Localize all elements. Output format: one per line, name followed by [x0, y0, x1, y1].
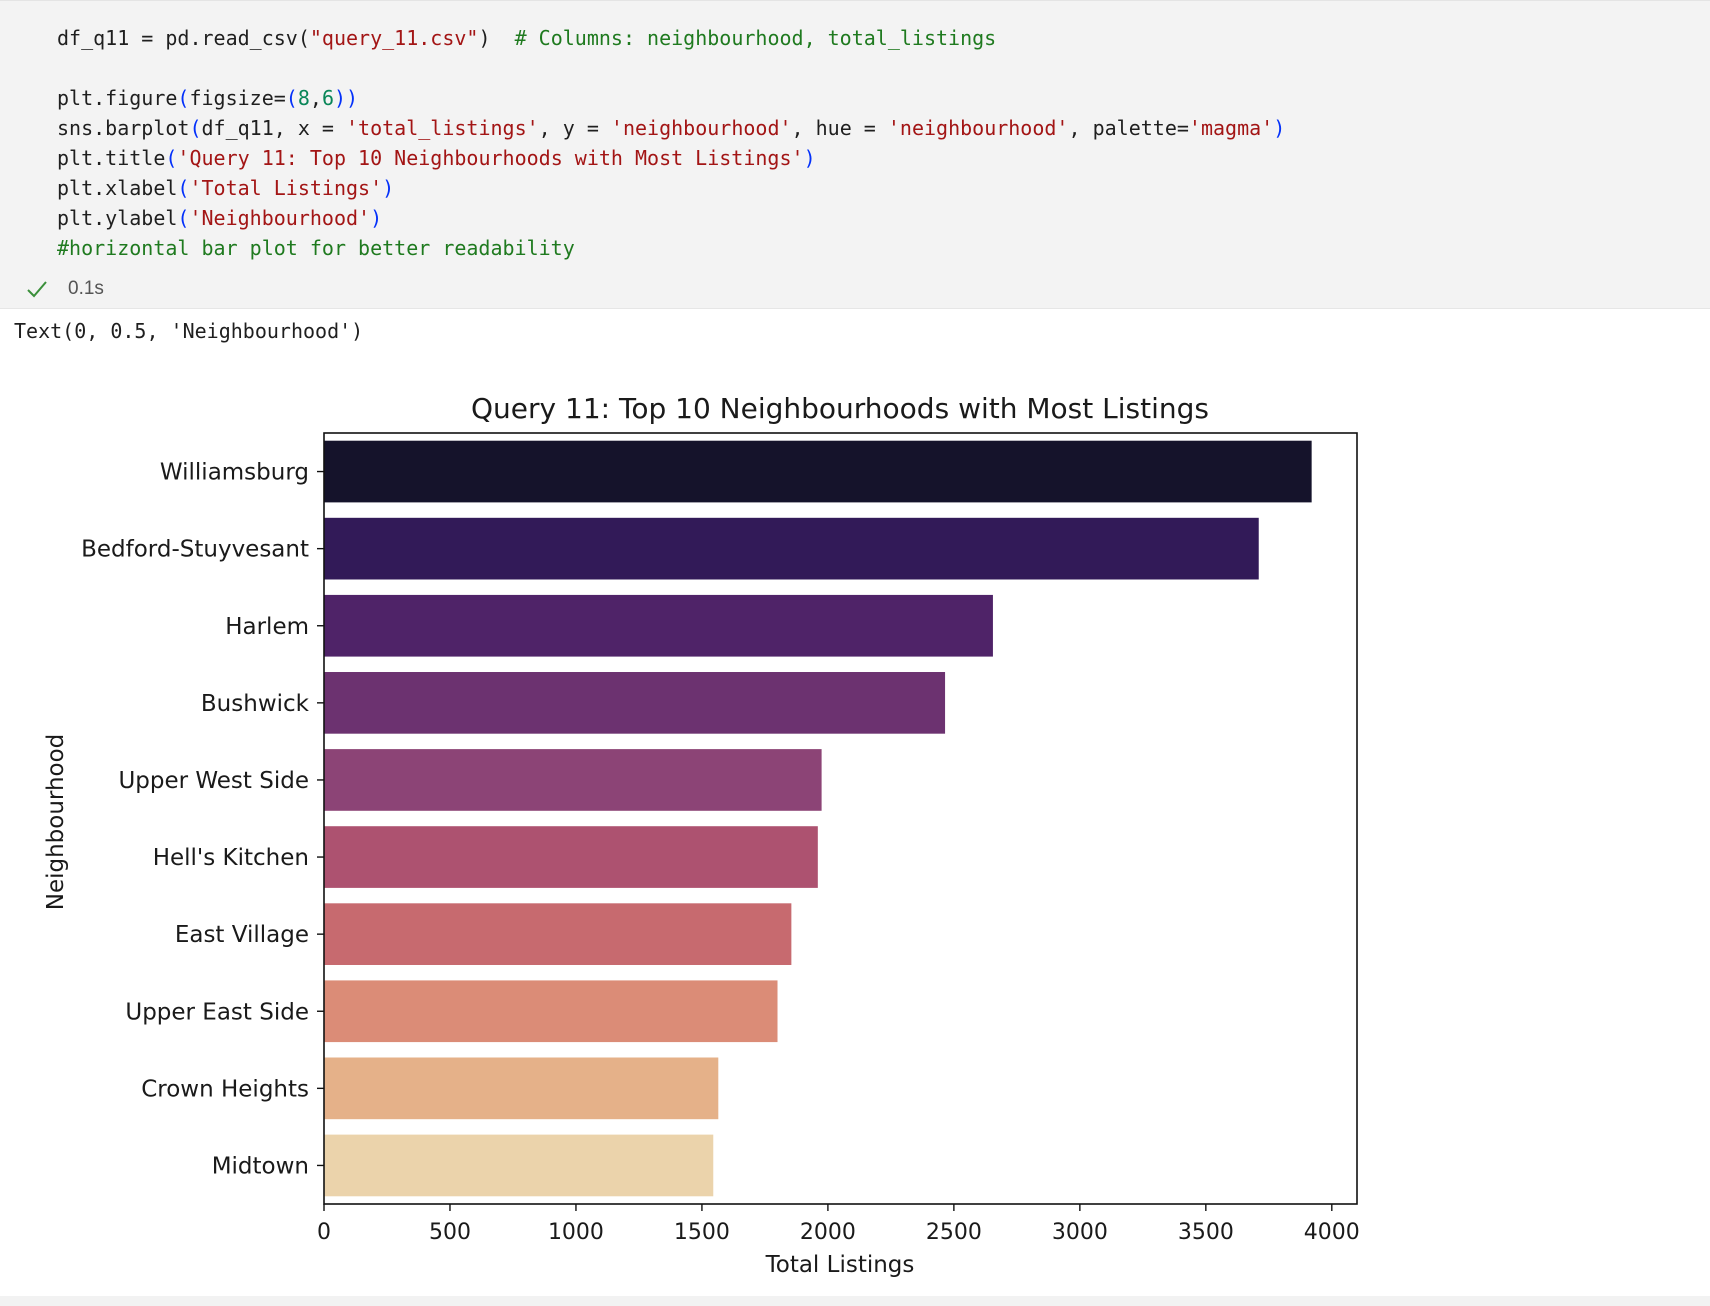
code-token: ) — [382, 176, 395, 200]
bar — [324, 826, 818, 888]
code-line: plt.figure(figsize=(8,6)) — [57, 83, 1285, 113]
code-token: figsize= — [189, 86, 286, 110]
x-tick-label: 1500 — [674, 1220, 730, 1245]
code-token: )) — [333, 86, 359, 110]
code-cell[interactable]: df_q11 = pd.read_csv("query_11.csv") # C… — [0, 0, 1710, 309]
x-tick-label: 4000 — [1304, 1220, 1360, 1245]
bottom-strip — [0, 1296, 1710, 1306]
code-token: 'neighbourhood' — [887, 116, 1069, 140]
y-tick-label: East Village — [175, 922, 309, 948]
code-token: ) — [1273, 116, 1286, 140]
code-token: "query_11.csv" — [309, 26, 479, 50]
bar — [324, 594, 993, 657]
bar — [324, 903, 792, 965]
y-axis-label: Neighbourhood — [43, 734, 69, 911]
bars-group — [324, 440, 1312, 1197]
bar-chart: Query 11: Top 10 Neighbourhoods with Mos… — [43, 392, 1360, 1278]
run-status: 0.1s — [26, 277, 104, 301]
y-tick-label: Bushwick — [201, 691, 310, 717]
bar — [324, 749, 822, 811]
code-token: plt.title — [57, 146, 166, 170]
code-token: ( — [189, 116, 202, 140]
y-tick-label: Crown Heights — [141, 1076, 309, 1102]
y-tick-label: Hell's Kitchen — [153, 845, 309, 871]
code-line — [57, 53, 1285, 83]
code-token: sns.barplot — [57, 116, 190, 140]
code-token: df_q11, x = — [201, 116, 346, 140]
y-tick-label: Harlem — [225, 614, 309, 640]
code-token: 'magma' — [1188, 116, 1274, 140]
code-token: plt.ylabel — [57, 206, 178, 230]
code-token: , palette= — [1068, 116, 1189, 140]
plot-frame — [323, 432, 1358, 1205]
y-tick-label: Upper West Side — [118, 768, 309, 794]
checkmark-icon — [26, 279, 48, 299]
x-axis-label: Total Listings — [765, 1252, 915, 1278]
code-token: 6 — [321, 86, 334, 110]
code-token: # Columns: neighbourhood, total_listings — [514, 26, 997, 50]
code-token: #horizontal bar plot for better readabil… — [57, 236, 575, 260]
code-token: ( — [165, 146, 178, 170]
code-token: ( — [177, 176, 190, 200]
code-token: 8 — [297, 86, 310, 110]
cell-output-text: Text(0, 0.5, 'Neighbourhood') — [14, 319, 364, 343]
x-tick-label: 0 — [317, 1220, 331, 1245]
code-line: df_q11 = pd.read_csv("query_11.csv") # C… — [57, 23, 1285, 53]
execution-time: 0.1s — [68, 278, 104, 299]
x-tick-label: 2000 — [800, 1220, 856, 1245]
bar — [324, 440, 1312, 503]
x-tick-label: 3500 — [1178, 1220, 1234, 1245]
bar — [324, 980, 778, 1043]
code-line: sns.barplot(df_q11, x = 'total_listings'… — [57, 113, 1285, 143]
code-token: ( — [177, 86, 190, 110]
code-editor[interactable]: df_q11 = pd.read_csv("query_11.csv") # C… — [57, 23, 1285, 263]
code-token: plt.figure — [57, 86, 178, 110]
code-line: plt.ylabel('Neighbourhood') — [57, 203, 1285, 233]
code-token: 'Total Listings' — [189, 176, 383, 200]
ticks-group: Williamsburg Bedford-Stuyvesant Harlem Bush… — [81, 460, 1360, 1245]
y-tick-label: Williamsburg — [160, 460, 309, 486]
code-token: 'total_listings' — [346, 116, 539, 140]
code-token: df_q11 = pd.read_csv( — [57, 26, 310, 50]
bar — [324, 1134, 714, 1197]
code-token: plt.xlabel — [57, 176, 178, 200]
code-token: ) — [370, 206, 383, 230]
x-tick-label: 500 — [429, 1220, 471, 1245]
x-tick-label: 1000 — [548, 1220, 604, 1245]
y-tick-label: Bedford-Stuyvesant — [81, 537, 309, 563]
code-token: , hue = — [791, 116, 888, 140]
bar — [324, 672, 946, 734]
code-token: 'Query 11: Top 10 Neighbourhoods with Mo… — [177, 146, 804, 170]
chart-title: Query 11: Top 10 Neighbourhoods with Mos… — [471, 392, 1209, 425]
code-line: #horizontal bar plot for better readabil… — [57, 233, 1285, 263]
code-token: ) — [478, 26, 515, 50]
code-line: plt.xlabel('Total Listings') — [57, 173, 1285, 203]
code-token: ( — [177, 206, 190, 230]
y-tick-label: Upper East Side — [125, 999, 309, 1025]
x-tick-label: 2500 — [926, 1220, 982, 1245]
code-token: ( — [285, 86, 298, 110]
y-tick-label: Midtown — [212, 1153, 309, 1179]
bar — [324, 517, 1259, 580]
code-token: , y = — [538, 116, 611, 140]
code-token: , — [309, 86, 322, 110]
code-token: 'Neighbourhood' — [189, 206, 371, 230]
code-line: plt.title('Query 11: Top 10 Neighbourhoo… — [57, 143, 1285, 173]
x-tick-label: 3000 — [1052, 1220, 1108, 1245]
bar — [324, 1057, 719, 1120]
code-token: 'neighbourhood' — [610, 116, 792, 140]
code-token: ) — [803, 146, 816, 170]
